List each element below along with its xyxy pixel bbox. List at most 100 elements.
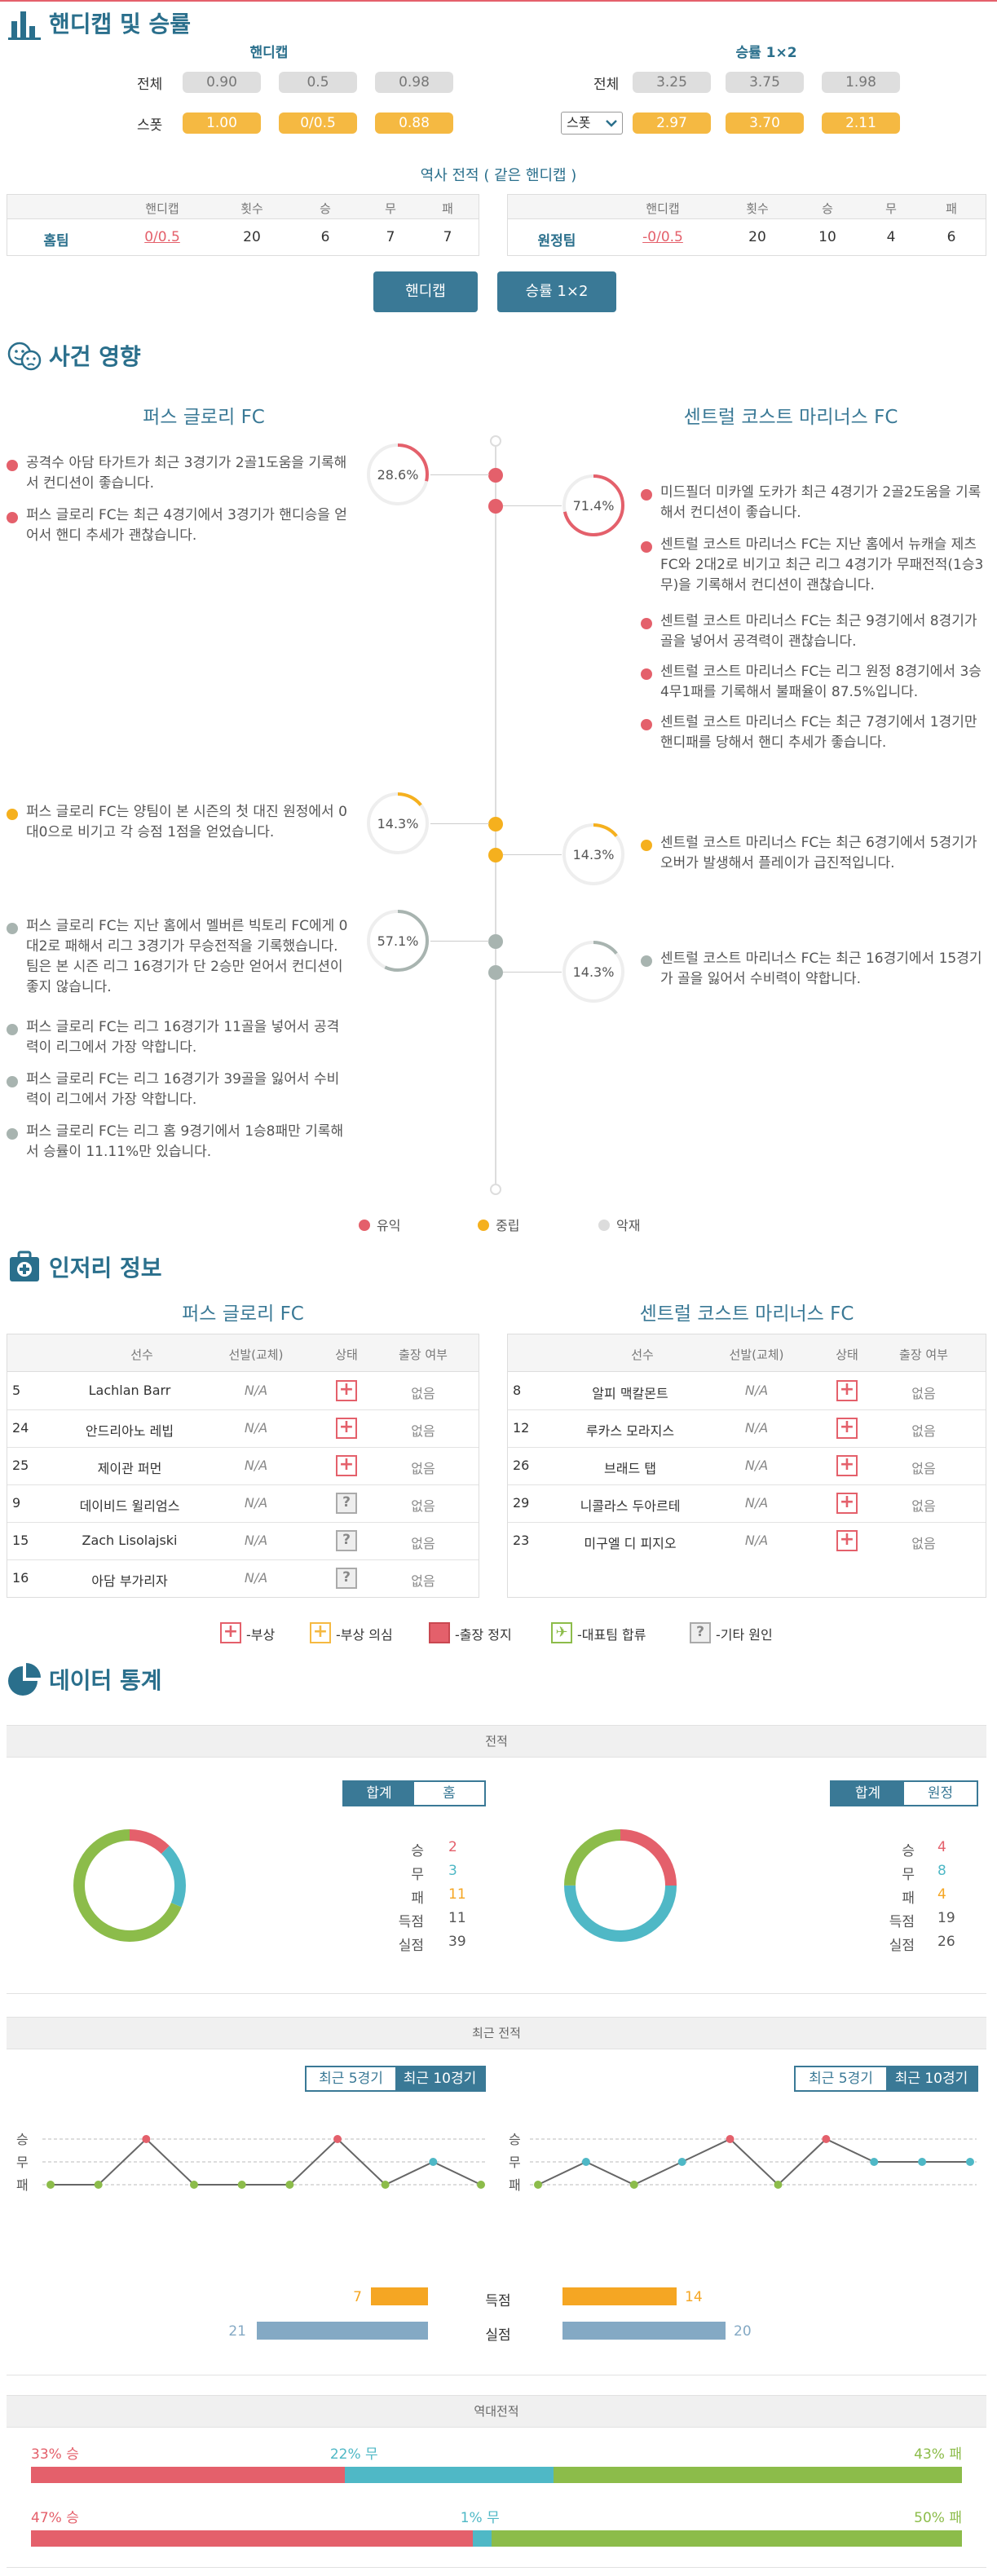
away-neutral-pct: 14.3% [573,847,615,862]
player-name[interactable]: Lachlan Barr [88,1383,171,1398]
axis-label: 패 [16,2177,29,2193]
event-dot [7,923,18,934]
record-title: 전적 [7,1725,986,1758]
tab-home-total[interactable]: 합계 [344,1782,414,1805]
away-event-1: 센트럴 코스트 마리너스 FC는 지난 홈에서 뉴캐슬 제츠 FC와 2대2로 … [660,536,984,593]
away-good-ring: 71.4% [562,474,624,536]
player-name[interactable]: Zach Lisolajski [82,1533,178,1548]
pie-chart-icon [8,1663,41,1696]
timeline-node-good-home [488,468,503,483]
player-play: 없음 [911,1461,936,1476]
player-lineup: N/A [244,1495,268,1511]
away-event-3: 센트럴 코스트 마리너스 FC는 리그 원정 8경기에서 3승4무1패를 기록해… [660,664,982,700]
injury-icon: + [336,1380,357,1401]
axis-label: 무 [509,2155,521,2170]
tab-away-last5[interactable]: 최근 5경기 [796,2067,886,2090]
home-team-label: 홈팀 [43,233,69,249]
home-neutral-pct: 14.3% [377,816,419,831]
legend-good-dot [359,1220,370,1231]
stat-value: 3 [448,1863,457,1879]
other-reason-icon: ? [336,1568,357,1589]
player-number: 16 [12,1570,29,1586]
player-name[interactable]: 브래드 탭 [604,1461,656,1476]
stat-value: 4 [937,1886,946,1903]
result-line [51,2137,482,2186]
tab-away-last10[interactable]: 최근 10경기 [886,2067,977,2090]
timeline-node-bad-away [488,965,503,980]
injury-icon: + [836,1418,858,1439]
col-player: 선수 [130,1348,153,1362]
winrate-total-1: 3.75 [726,72,804,93]
player-name[interactable]: 니콜라스 두아르테 [580,1498,681,1514]
col-play: 출장 여부 [399,1348,448,1362]
handicap-sport-1: 0/0.5 [279,112,357,134]
col-status: 상태 [836,1348,858,1362]
player-name[interactable]: 아담 부가리자 [91,1573,168,1589]
home-goals-value: 7 [353,2289,362,2305]
row-total-label: 전체 [137,77,163,93]
donut-draw-slice [564,1829,677,1942]
col-lineup: 선발(교체) [729,1348,784,1362]
injury-icon: + [836,1530,858,1551]
legend-other-icon: ? [690,1622,711,1643]
axis-label: 승 [16,2132,29,2147]
timeline-end [490,1184,501,1195]
player-number: 15 [12,1533,29,1548]
h2h-win-bar [31,2530,474,2547]
player-name[interactable]: 데이비드 윌리엄스 [79,1498,180,1514]
legend-other: -기타 원인 [716,1627,773,1643]
col-win: 승 [822,201,833,216]
home-neutral-ring: 14.3% [367,792,429,854]
handicap-label: 핸디캡 [249,45,289,61]
home-event-6: 퍼스 글로리 FC는 리그 홈 9경기에서 1승8패만 기록해서 승률이 11.… [26,1123,344,1160]
player-number: 25 [12,1458,29,1473]
home-history-table: 핸디캡 횟수 승 무 패 홈팀 0/0.5 20 6 7 7 [7,194,479,256]
away-good-pct: 71.4% [573,498,615,514]
home-loss: 7 [443,229,452,245]
tab-home-last10[interactable]: 최근 10경기 [395,2067,484,2090]
result-point [918,2158,927,2166]
player-name[interactable]: 제이관 퍼먼 [97,1461,162,1476]
tab-home-last5[interactable]: 최근 5경기 [307,2067,395,2090]
home-injury-table: 선수 선발(교체) 상태 출장 여부 5 Lachlan Barr N/A + 없음 24… [7,1334,479,1598]
injury-icon: + [336,1418,357,1439]
winrate-label: 승률 1×2 [735,45,797,61]
h2h-draw-label: 1% 무 [460,2510,500,2526]
winrate-total-2: 1.98 [822,72,900,93]
player-name[interactable]: 안드리아노 레빕 [85,1423,174,1439]
home-bad-ring: 57.1% [367,910,429,972]
events-home-team: 퍼스 글로리 FC [143,407,265,428]
h2h-win-label: 33% 승 [31,2446,79,2463]
h2h-loss-label: 43% 패 [914,2446,962,2463]
legend-good: 유익 [377,1218,401,1233]
tab-home-home[interactable]: 홈 [414,1782,484,1805]
injury-away-team: 센트럴 코스트 마리너스 FC [639,1303,854,1325]
player-number: 8 [513,1383,522,1398]
result-point [285,2181,294,2189]
home-handicap[interactable]: 0/0.5 [144,229,180,245]
result-point [822,2135,831,2143]
player-lineup: N/A [244,1570,268,1586]
tab-away-away[interactable]: 원정 [904,1782,977,1805]
col-draw: 무 [385,201,396,216]
home-conceded-value: 21 [228,2323,246,2340]
winrate-button[interactable]: 승률 1×2 [497,271,616,312]
player-name[interactable]: 루카스 모라지스 [585,1423,675,1439]
col-player: 선수 [631,1348,654,1362]
handicap-button[interactable]: 핸디캡 [373,271,478,312]
injury-icon: + [836,1455,858,1476]
handicap-sport-0: 1.00 [183,112,261,134]
player-name[interactable]: 미구엘 디 피지오 [584,1536,677,1551]
player-lineup: N/A [744,1533,769,1548]
player-play: 없음 [411,1573,435,1589]
col-lineup: 선발(교체) [228,1348,284,1362]
tab-away-total[interactable]: 합계 [832,1782,904,1805]
axis-label: 패 [509,2177,521,2193]
sport-select[interactable]: 스폿 [561,112,623,135]
player-lineup: N/A [744,1383,769,1398]
away-team-label: 원정팀 [537,233,576,249]
player-number: 12 [513,1420,530,1436]
stat-label: 실점 [889,1938,915,1954]
player-name[interactable]: 알피 맥칼몬트 [592,1386,668,1401]
away-handicap[interactable]: -0/0.5 [642,229,683,245]
